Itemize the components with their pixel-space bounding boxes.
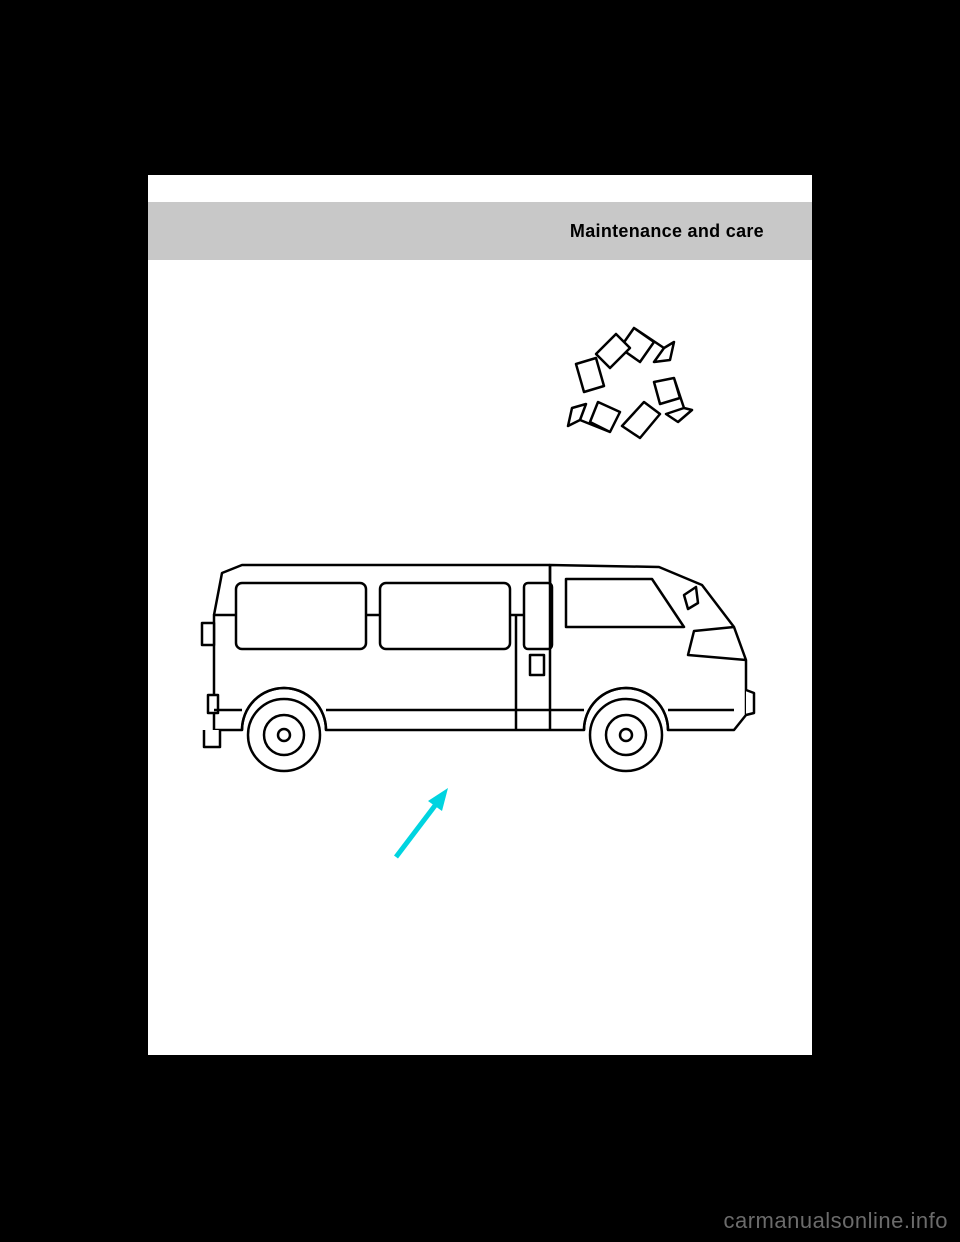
recycle-icon <box>562 320 702 450</box>
section-header: Maintenance and care <box>148 202 812 260</box>
van-side-view <box>194 555 766 815</box>
manual-page: Maintenance and care <box>148 175 812 1055</box>
section-title: Maintenance and care <box>570 221 764 242</box>
watermark-text: carmanualsonline.info <box>723 1208 948 1234</box>
location-arrow-icon <box>378 775 468 865</box>
